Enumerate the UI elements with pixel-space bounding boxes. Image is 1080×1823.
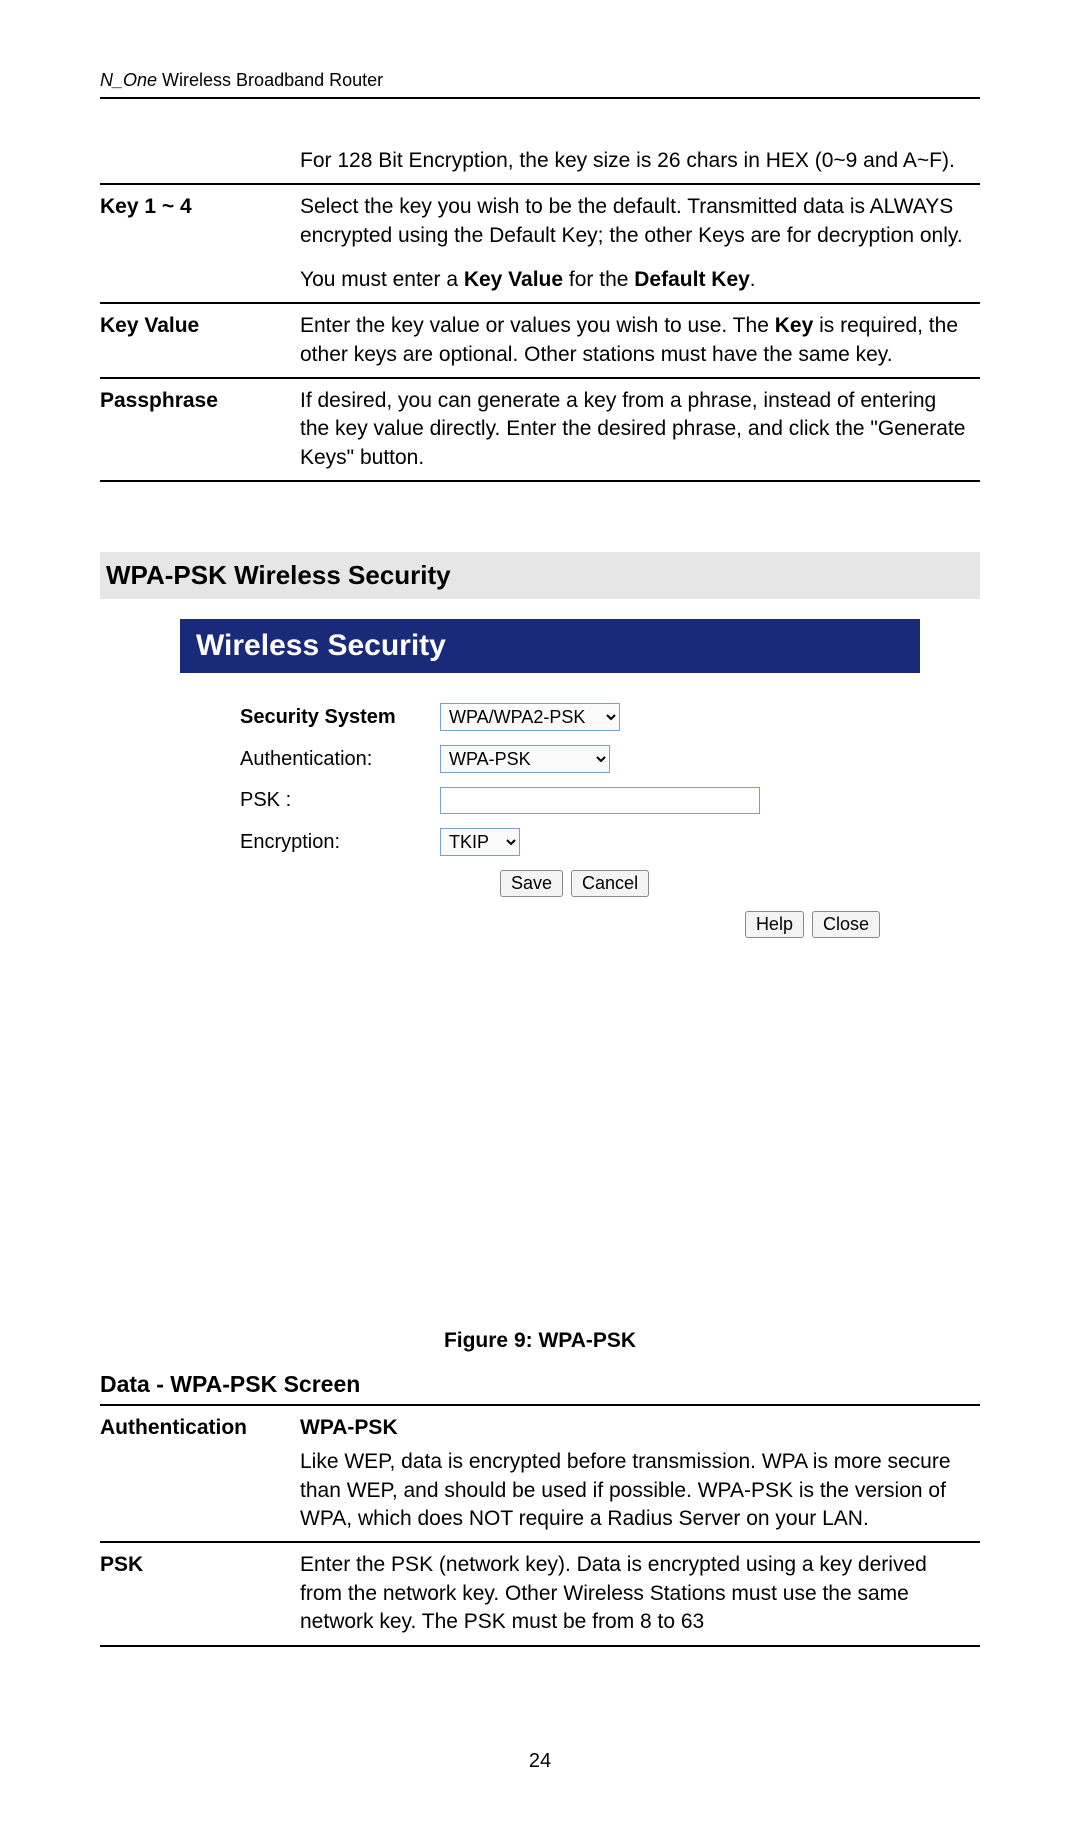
cell-label: Passphrase <box>100 378 300 481</box>
table-row: Authentication WPA-PSK Like WEP, data is… <box>100 1405 980 1542</box>
cell-label: Authentication <box>100 1405 300 1542</box>
cell-body: Like WEP, data is encrypted before trans… <box>300 1448 970 1533</box>
settings-table-2: Authentication WPA-PSK Like WEP, data is… <box>100 1404 980 1646</box>
psk-input[interactable] <box>440 787 760 814</box>
header-rest: Wireless Broadband Router <box>157 70 383 90</box>
label-encryption: Encryption: <box>240 831 440 854</box>
table-row: PSK Enter the PSK (network key). Data is… <box>100 1542 980 1645</box>
cell-text: If desired, you can generate a key from … <box>300 378 980 481</box>
form-row-authentication: Authentication: WPA-PSK <box>240 745 890 773</box>
cancel-button[interactable]: Cancel <box>571 870 649 897</box>
cell-label <box>100 139 300 184</box>
button-row-primary: Save Cancel <box>500 870 890 897</box>
cell-label: Key 1 ~ 4 <box>100 184 300 258</box>
subsection-title: Data - WPA-PSK Screen <box>100 1371 980 1398</box>
cell-text: Select the key you wish to be the defaul… <box>300 184 980 258</box>
cell-heading: WPA-PSK <box>300 1414 970 1442</box>
settings-table-1: For 128 Bit Encryption, the key size is … <box>100 139 980 482</box>
cell-label: PSK <box>100 1542 300 1645</box>
form-area: Security System WPA/WPA2-PSK Authenticat… <box>180 673 920 938</box>
label-authentication: Authentication: <box>240 748 440 771</box>
cell-label <box>100 258 300 303</box>
help-button[interactable]: Help <box>745 911 804 938</box>
table-row: Passphrase If desired, you can generate … <box>100 378 980 481</box>
cell-text: Enter the PSK (network key). Data is enc… <box>300 1542 980 1645</box>
cell-label: Key Value <box>100 303 300 378</box>
wireless-security-screenshot: Wireless Security Security System WPA/WP… <box>180 619 920 1319</box>
cell-text: For 128 Bit Encryption, the key size is … <box>300 139 980 184</box>
label-psk: PSK : <box>240 789 440 812</box>
security-system-select[interactable]: WPA/WPA2-PSK <box>440 703 620 731</box>
figure-caption: Figure 9: WPA-PSK <box>100 1329 980 1353</box>
label-security-system: Security System <box>240 706 440 729</box>
cell-text: Enter the key value or values you wish t… <box>300 303 980 378</box>
save-button[interactable]: Save <box>500 870 563 897</box>
screenshot-banner: Wireless Security <box>180 619 920 673</box>
table-row: Key Value Enter the key value or values … <box>100 303 980 378</box>
section-title: WPA-PSK Wireless Security <box>100 552 980 599</box>
table-row: For 128 Bit Encryption, the key size is … <box>100 139 980 184</box>
button-row-secondary: Help Close <box>240 911 880 938</box>
cell-text: WPA-PSK Like WEP, data is encrypted befo… <box>300 1405 980 1542</box>
page-header: N_One Wireless Broadband Router <box>100 70 980 99</box>
table-row: You must enter a Key Value for the Defau… <box>100 258 980 303</box>
table-row: Key 1 ~ 4 Select the key you wish to be … <box>100 184 980 258</box>
form-row-psk: PSK : <box>240 787 890 814</box>
encryption-select[interactable]: TKIP <box>440 828 520 856</box>
cell-text: You must enter a Key Value for the Defau… <box>300 258 980 303</box>
header-product-name: N_One <box>100 70 157 90</box>
authentication-select[interactable]: WPA-PSK <box>440 745 610 773</box>
close-button[interactable]: Close <box>812 911 880 938</box>
form-row-security-system: Security System WPA/WPA2-PSK <box>240 703 890 731</box>
form-row-encryption: Encryption: TKIP <box>240 828 890 856</box>
page-content: N_One Wireless Broadband Router For 128 … <box>0 0 1080 1647</box>
page-number: 24 <box>0 1750 1080 1773</box>
